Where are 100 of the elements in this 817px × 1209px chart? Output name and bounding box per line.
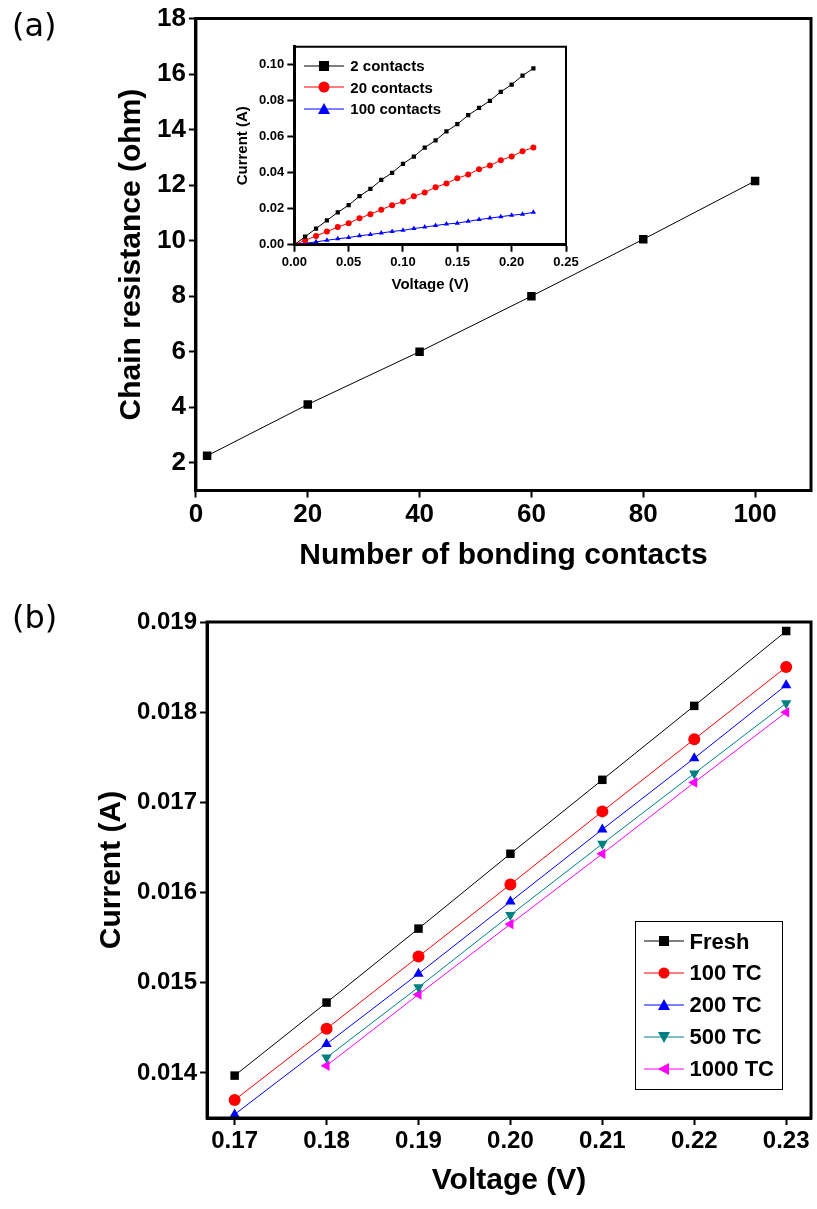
- point: [465, 218, 471, 223]
- point: [320, 1060, 330, 1071]
- point: [520, 73, 525, 78]
- y-tick-label: 12: [157, 168, 186, 199]
- x-tick-label: 0.18: [303, 1125, 350, 1153]
- point: [346, 234, 352, 240]
- point: [400, 227, 406, 232]
- legend-label: 200 TC: [689, 991, 762, 1020]
- point: [378, 230, 384, 235]
- x-tick-label: 0.20: [487, 1125, 534, 1153]
- point: [230, 1071, 239, 1080]
- x-tick-label: 0.15: [444, 253, 470, 269]
- point: [780, 679, 792, 689]
- point: [412, 950, 425, 963]
- y-tick-label: 0.06: [258, 128, 285, 144]
- y-tick-label: 18: [157, 1, 186, 32]
- point: [504, 878, 517, 891]
- x-tick-label: 0.25: [553, 253, 579, 269]
- point: [410, 193, 417, 200]
- x-tick-label: 0: [188, 497, 204, 528]
- y-tick-label: 0.014: [137, 1057, 198, 1085]
- point: [527, 291, 536, 301]
- y-tick-label: 6: [171, 334, 186, 365]
- point: [322, 998, 331, 1007]
- point: [688, 733, 701, 746]
- point: [334, 224, 341, 231]
- point: [357, 194, 362, 199]
- legend-label: 500 TC: [689, 1023, 762, 1052]
- point: [505, 895, 516, 905]
- point: [689, 752, 700, 762]
- point: [487, 215, 493, 220]
- point: [444, 129, 449, 134]
- point: [324, 218, 330, 223]
- x-axis-title: Voltage (V): [391, 275, 469, 293]
- x-tick-label: 0.05: [335, 253, 362, 269]
- y-tick-label: 2: [171, 445, 186, 476]
- point: [506, 849, 515, 859]
- y-axis-title: Current (A): [233, 106, 251, 186]
- point: [433, 138, 438, 143]
- x-tick-label: 80: [628, 497, 658, 528]
- x-tick-label: 100: [733, 497, 777, 528]
- y-tick-label: 0.08: [258, 92, 285, 108]
- y-tick-label: 0.10: [258, 56, 285, 72]
- point: [508, 153, 515, 160]
- point: [414, 924, 423, 933]
- point: [509, 212, 515, 217]
- point: [530, 144, 537, 151]
- y-tick-label: 10: [157, 223, 186, 254]
- point: [688, 777, 698, 788]
- point: [228, 1093, 241, 1106]
- y-tick-label: 0.02: [258, 200, 285, 216]
- point: [597, 840, 608, 850]
- point: [780, 661, 793, 674]
- legend-label: Fresh: [689, 927, 750, 956]
- y-axis-title: Current (A): [93, 790, 127, 950]
- chart-title: (b): [12, 598, 58, 636]
- point: [321, 1038, 332, 1048]
- x-tick-label: 0.21: [578, 1125, 626, 1153]
- point: [411, 225, 417, 231]
- chart-title: (a): [12, 6, 57, 44]
- y-tick-label: 0.019: [137, 606, 198, 634]
- point: [313, 226, 319, 231]
- x-tick-label: 60: [516, 497, 546, 528]
- x-axis-title: Voltage (V): [431, 1162, 587, 1196]
- x-tick-label: 0.23: [762, 1125, 810, 1153]
- point: [389, 228, 395, 233]
- point: [356, 232, 363, 238]
- point: [320, 1022, 333, 1035]
- point: [443, 221, 450, 226]
- x-tick-label: 0.10: [390, 253, 416, 269]
- point: [367, 231, 373, 236]
- point: [519, 211, 526, 216]
- point: [598, 775, 607, 785]
- point: [415, 347, 424, 356]
- y-tick-label: 0.018: [137, 696, 198, 724]
- y-tick-label: 0.04: [258, 164, 286, 180]
- point: [486, 162, 493, 169]
- point: [399, 198, 406, 205]
- point: [519, 148, 526, 155]
- point: [504, 918, 514, 930]
- point: [323, 228, 330, 235]
- point: [324, 237, 330, 242]
- point: [509, 82, 514, 87]
- point: [443, 180, 450, 187]
- point: [531, 66, 536, 71]
- point: [454, 175, 461, 182]
- x-tick-label: 20: [293, 497, 323, 528]
- point: [432, 222, 439, 227]
- legend-label: 100 contacts: [350, 99, 442, 120]
- point: [639, 235, 648, 244]
- x-tick-label: 0.22: [670, 1125, 718, 1153]
- legend-label: 20 contacts: [350, 77, 433, 98]
- point: [345, 220, 352, 227]
- point: [356, 215, 363, 222]
- point: [432, 184, 439, 191]
- x-axis-title: Number of bonding contacts: [299, 537, 708, 571]
- point: [530, 209, 536, 214]
- point: [780, 700, 792, 710]
- point: [596, 805, 609, 818]
- y-tick-label: 14: [157, 112, 187, 143]
